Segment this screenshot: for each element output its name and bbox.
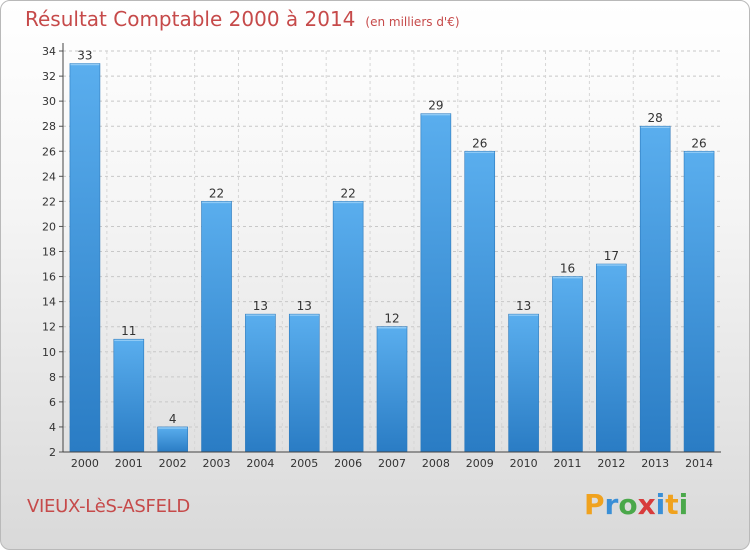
bar-2012 <box>596 263 627 453</box>
data-label-2006: 22 <box>340 186 355 200</box>
x-tick-label-2013: 2013 <box>641 457 669 470</box>
commune-name: VIEUX-LèS-ASFELD <box>27 496 190 517</box>
axes <box>59 43 721 453</box>
y-tick-label: 12 <box>42 321 56 334</box>
x-tick-label-2000: 2000 <box>71 457 99 470</box>
logo-letter: t <box>665 488 679 521</box>
y-tick-label: 4 <box>49 421 56 434</box>
y-tick-label: 34 <box>42 45 56 58</box>
x-tick-label-2004: 2004 <box>246 457 274 470</box>
data-label-2009: 26 <box>472 136 487 150</box>
logo-letter: r <box>604 488 619 521</box>
bar-2009 <box>464 150 496 453</box>
y-tick-label: 6 <box>49 396 56 409</box>
x-tick-label-2003: 2003 <box>203 457 231 470</box>
bar-2007 <box>376 326 408 453</box>
x-tick-label-2008: 2008 <box>422 457 450 470</box>
x-tick-label-2001: 2001 <box>115 457 143 470</box>
data-label-2003: 22 <box>209 186 224 200</box>
data-label-2001: 11 <box>121 324 136 338</box>
y-tick-label: 28 <box>42 120 56 133</box>
data-label-2013: 28 <box>648 111 663 125</box>
logo-letter: x <box>637 488 656 521</box>
bars <box>69 63 715 453</box>
proxiti-logo: Proxiti <box>584 488 688 521</box>
bar-2005 <box>288 313 320 453</box>
data-label-2007: 12 <box>384 312 399 326</box>
y-tick-label: 26 <box>42 145 56 158</box>
bar-2001 <box>113 338 145 453</box>
x-tick-label-2006: 2006 <box>334 457 362 470</box>
y-tick-label: 10 <box>42 346 56 359</box>
logo-letter: o <box>618 488 638 521</box>
x-tick-label-2010: 2010 <box>510 457 538 470</box>
logo-letter: P <box>584 488 605 521</box>
bar-2006 <box>332 201 364 453</box>
y-tick-label: 18 <box>42 246 56 259</box>
data-label-2011: 16 <box>560 262 575 276</box>
chart-title: Résultat Comptable 2000 à 2014 (en millie… <box>25 7 460 31</box>
y-tick-label: 24 <box>42 170 56 183</box>
y-tick-label: 22 <box>42 195 56 208</box>
logo-letter: i <box>655 488 666 521</box>
y-tick-label: 14 <box>42 296 56 309</box>
data-label-2004: 13 <box>253 299 268 313</box>
x-tick-label-2002: 2002 <box>159 457 187 470</box>
bar-2010 <box>508 313 539 453</box>
bar-2013 <box>639 125 671 453</box>
y-tick-label: 2 <box>49 446 56 459</box>
data-label-2000: 33 <box>77 49 92 63</box>
logo-letter: i <box>678 488 689 521</box>
data-label-2005: 13 <box>297 299 312 313</box>
bar-2002 <box>157 426 188 453</box>
y-tick-label: 20 <box>42 220 56 233</box>
x-tick-label-2011: 2011 <box>553 457 581 470</box>
data-label-2010: 13 <box>516 299 531 313</box>
chart-title-text: Résultat Comptable 2000 à 2014 <box>25 7 356 31</box>
bar-2008 <box>420 113 452 453</box>
bar-2004 <box>245 313 276 453</box>
x-tick-label-2009: 2009 <box>466 457 494 470</box>
x-tick-label-2014: 2014 <box>685 457 713 470</box>
y-tick-label: 32 <box>42 70 56 83</box>
y-tick-label: 16 <box>42 271 56 284</box>
data-label-2008: 29 <box>428 99 443 113</box>
bar-2000 <box>69 63 101 453</box>
bar-2014 <box>683 150 715 453</box>
bar-2011 <box>552 276 583 453</box>
bar-2003 <box>201 201 232 453</box>
data-label-2012: 17 <box>604 249 619 263</box>
y-tick-label: 30 <box>42 95 56 108</box>
x-tick-label-2007: 2007 <box>378 457 406 470</box>
data-label-2002: 4 <box>169 412 177 426</box>
y-tick-label: 8 <box>49 371 56 384</box>
x-tick-label-2005: 2005 <box>290 457 318 470</box>
x-tick-label-2012: 2012 <box>597 457 625 470</box>
data-label-2014: 26 <box>691 136 706 150</box>
chart-subtitle: (en milliers d'€) <box>365 15 460 29</box>
